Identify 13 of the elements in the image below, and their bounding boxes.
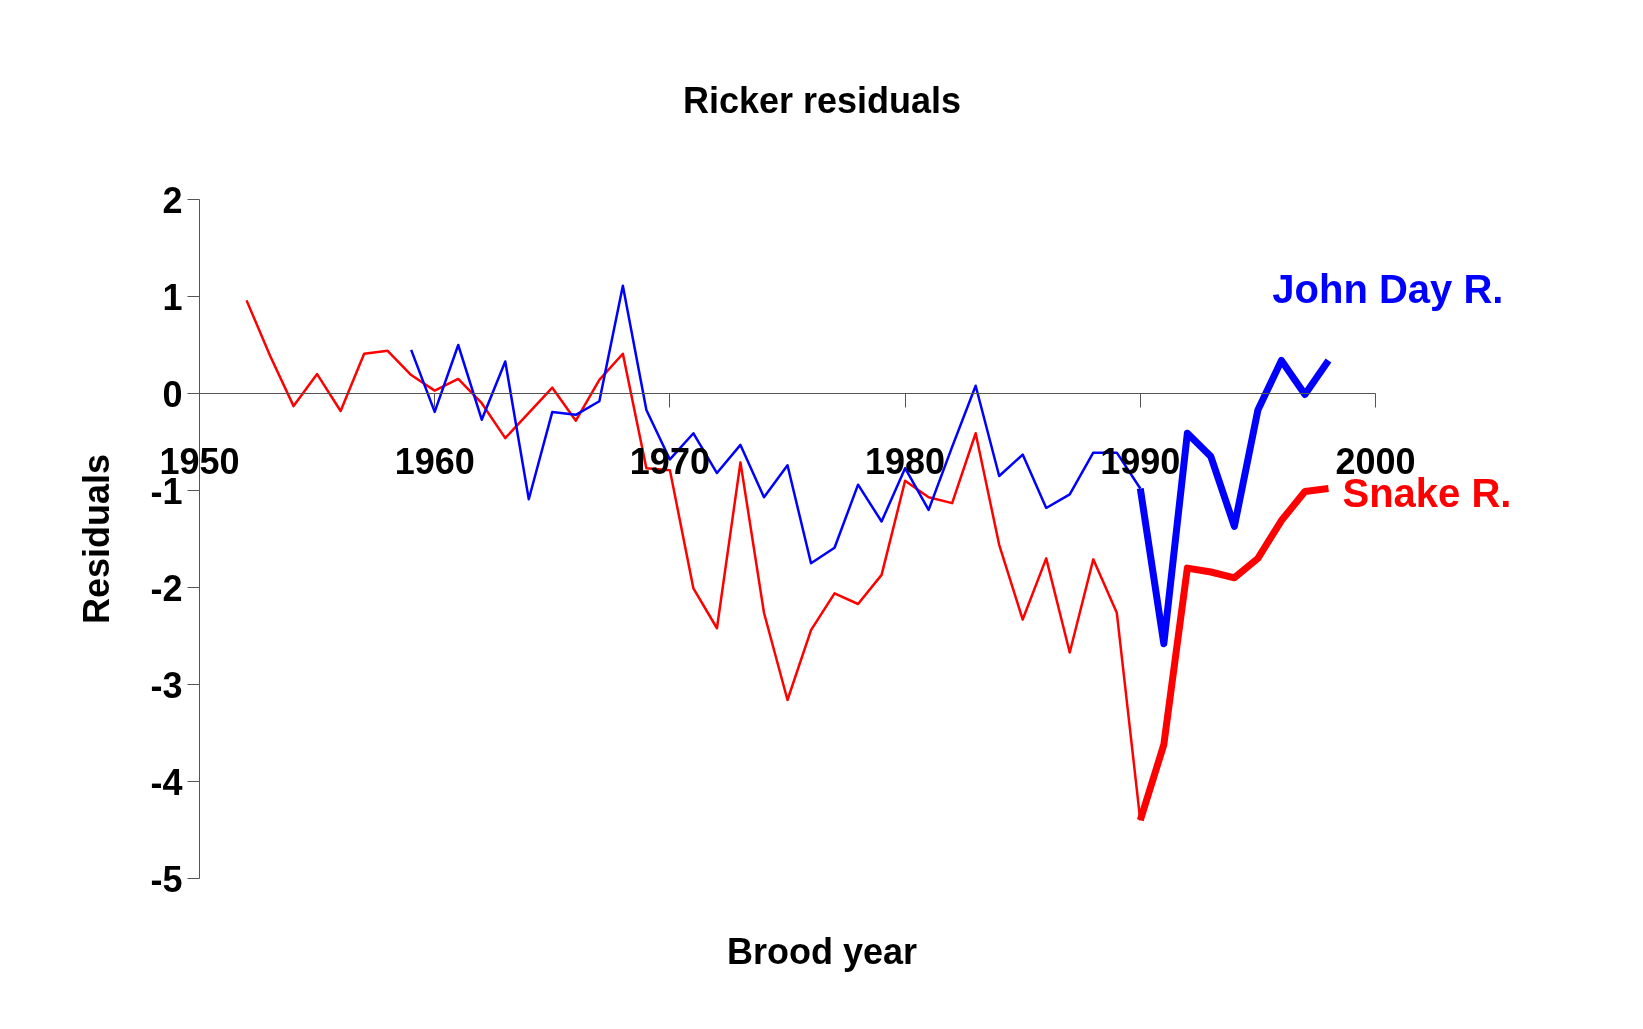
y-tick-label: 1 <box>162 276 183 318</box>
x-axis-title: Brood year <box>726 930 918 972</box>
x-tick-label: 1980 <box>865 440 946 482</box>
y-tick-label: -2 <box>150 567 183 609</box>
y-axis-title: Residuals <box>76 453 118 625</box>
y-tick-label: -4 <box>150 761 183 803</box>
y-tick-label: 2 <box>162 179 183 221</box>
x-tick-label: 1960 <box>394 440 475 482</box>
y-tick-label: 0 <box>162 373 183 415</box>
series-label: John Day R. <box>1272 266 1504 311</box>
chart-title: Ricker residuals <box>682 79 962 121</box>
y-tick-label: -5 <box>150 858 183 900</box>
y-tick-label: -3 <box>150 664 183 706</box>
